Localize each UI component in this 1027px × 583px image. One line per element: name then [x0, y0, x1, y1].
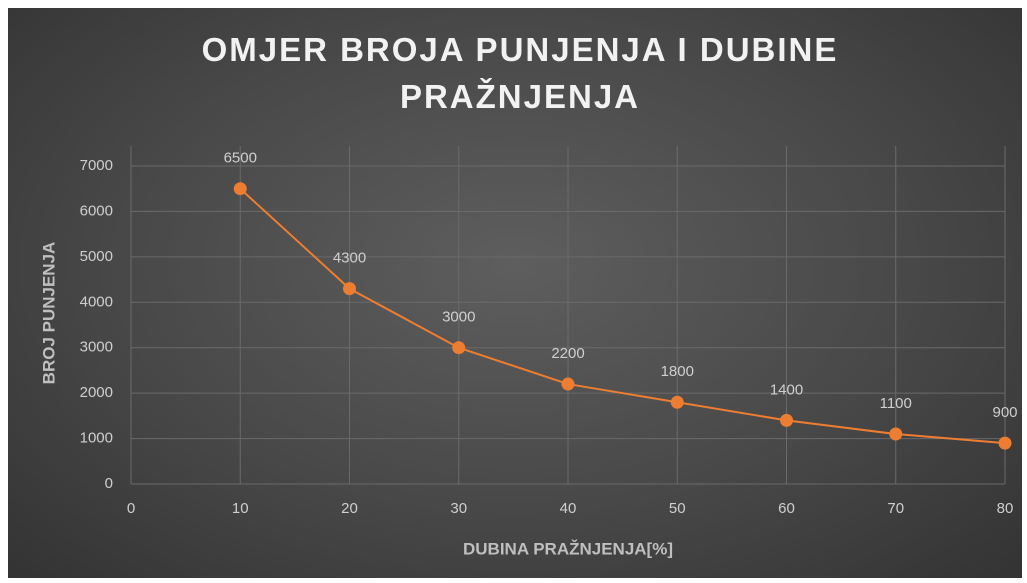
x-tick-label: 40	[560, 500, 577, 517]
x-tick-label: 30	[450, 500, 467, 517]
data-point	[233, 182, 247, 196]
data-label: 1400	[770, 381, 803, 398]
chart-title: OMJER BROJA PUNJENJA I DUBINE PRAŽNJENJA	[201, 31, 839, 115]
x-tick-label: 20	[341, 500, 358, 517]
y-tick-label: 5000	[80, 248, 113, 265]
data-label: 2200	[551, 345, 584, 362]
x-tick-label: 10	[232, 500, 249, 517]
x-tick-label: 70	[887, 500, 904, 517]
y-tick-label: 6000	[80, 202, 113, 219]
data-label: 900	[992, 404, 1017, 421]
x-axis-title: DUBINA PRAŽNJENJA[%]	[463, 539, 673, 558]
y-tick-label: 4000	[80, 293, 113, 310]
y-tick-label: 7000	[80, 157, 113, 174]
x-tick-label: 60	[778, 500, 795, 517]
chart-area	[8, 8, 1022, 578]
data-label: 4300	[333, 250, 366, 267]
data-point	[452, 341, 466, 355]
y-tick-label: 0	[105, 475, 113, 492]
series-line	[239, 187, 1006, 445]
data-label: 1800	[661, 363, 694, 380]
y-tick-label: 1000	[80, 430, 113, 447]
data-label: 6500	[224, 150, 257, 167]
x-tick-label: 0	[127, 500, 135, 517]
x-tick-label: 80	[997, 500, 1014, 517]
data-point	[998, 436, 1012, 450]
data-point	[780, 413, 793, 427]
data-point	[561, 377, 575, 391]
data-point	[343, 282, 356, 296]
x-tick-label: 50	[669, 500, 686, 517]
y-tick-label: 2000	[80, 384, 113, 401]
y-axis-title: BROJ PUNJENJA	[39, 242, 58, 385]
data-point	[889, 427, 903, 441]
y-tick-label: 3000	[80, 339, 113, 356]
data-label: 3000	[442, 309, 475, 326]
data-point	[670, 395, 684, 409]
data-label: 1100	[880, 395, 912, 412]
